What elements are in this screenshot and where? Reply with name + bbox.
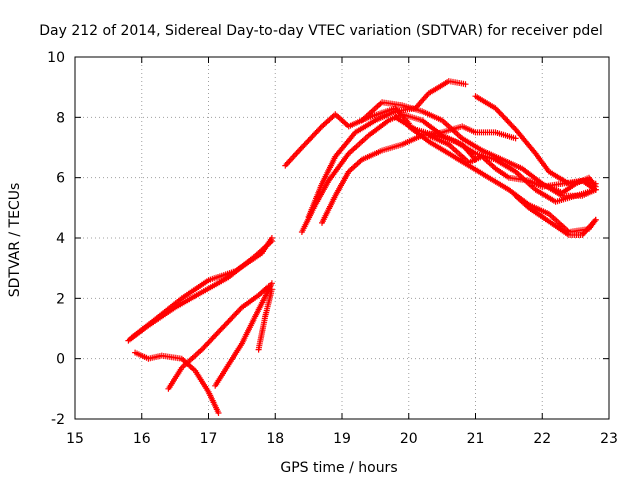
x-tick-label: 16 <box>133 431 151 447</box>
y-axis-label: SDTVAR / TECUs <box>7 183 23 298</box>
y-tick-label: 2 <box>56 291 65 307</box>
axis-ticks <box>74 56 610 420</box>
y-tick-label: 10 <box>47 50 65 66</box>
y-tick-label: 6 <box>56 171 65 187</box>
x-tick-label: 15 <box>66 431 84 447</box>
series-arc6 <box>255 286 275 353</box>
series-arc13 <box>405 123 599 235</box>
chart-title: Day 212 of 2014, Sidereal Day-to-day VTE… <box>39 23 603 39</box>
series-arc16 <box>512 192 599 238</box>
series-arc17 <box>545 174 599 196</box>
x-axis-label: GPS time / hours <box>280 460 397 476</box>
x-tick-label: 19 <box>333 431 351 447</box>
y-tick-label: 8 <box>56 110 65 126</box>
series-layer <box>125 78 599 416</box>
x-tick-label: 22 <box>533 431 551 447</box>
series-arc2 <box>128 235 275 341</box>
x-tick-label: 17 <box>200 431 218 447</box>
y-tick-label: 4 <box>56 231 65 247</box>
y-tick-label: 0 <box>56 352 65 368</box>
series-arc4 <box>165 283 272 392</box>
grid-lines <box>75 57 609 419</box>
series-arc3 <box>132 349 222 416</box>
x-tick-label: 18 <box>266 431 284 447</box>
series-arc5 <box>212 280 275 389</box>
x-tick-label: 21 <box>467 431 485 447</box>
x-tick-label: 20 <box>400 431 418 447</box>
tick-labels: 15 16 17 18 19 20 21 22 23 -2 0 2 4 6 8 10 <box>47 50 618 447</box>
x-tick-label: 23 <box>600 431 618 447</box>
y-tick-label: -2 <box>51 412 65 428</box>
series-arc15 <box>472 93 599 187</box>
